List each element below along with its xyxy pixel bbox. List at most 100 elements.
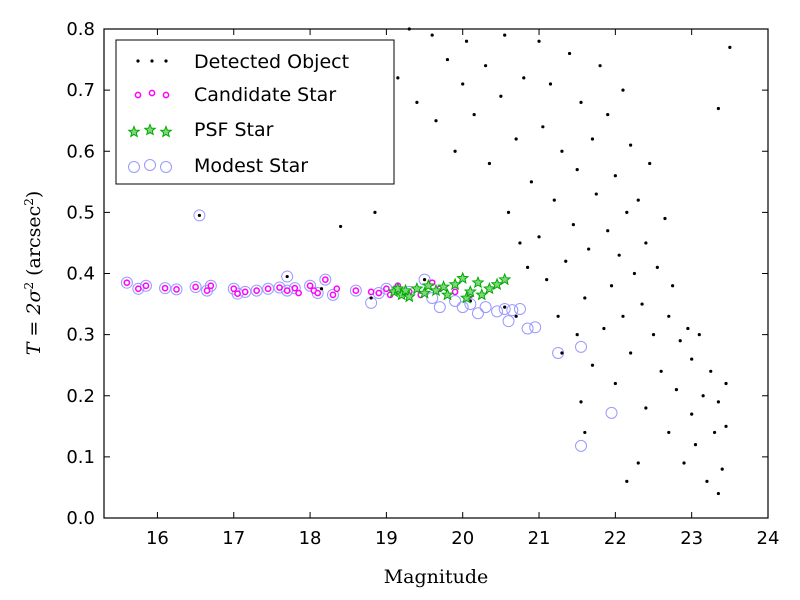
modest-point — [250, 284, 263, 297]
detected-point — [709, 369, 713, 373]
detected-point — [560, 351, 564, 355]
x-tick-label: 24 — [757, 528, 780, 549]
detected-point — [686, 326, 690, 331]
candidate-point — [295, 289, 302, 297]
psf-point — [429, 283, 443, 297]
detected-point — [373, 210, 377, 214]
detected-point — [602, 326, 606, 331]
detected-point — [537, 39, 541, 43]
candidate-point — [230, 285, 238, 293]
candidate-point — [276, 284, 283, 291]
x-tick-label: 20 — [451, 528, 474, 549]
detected-point — [697, 333, 701, 337]
detected-point — [716, 491, 720, 496]
detected-point — [655, 265, 659, 269]
detected-point — [453, 149, 457, 153]
candidate-point — [291, 284, 299, 292]
candidate-point — [451, 288, 459, 296]
plot-marks — [120, 27, 732, 496]
detected-point — [651, 333, 656, 337]
detected-point — [632, 271, 637, 276]
detected-point — [636, 461, 640, 465]
detected-point — [594, 192, 598, 196]
legend-label-detected: Detected Object — [194, 51, 349, 73]
candidate-point — [142, 282, 150, 290]
modest-point — [521, 322, 534, 335]
detected-point — [644, 406, 648, 410]
detected-point — [621, 314, 625, 318]
detected-point — [712, 430, 717, 435]
detected-point — [197, 213, 202, 218]
detected-point — [503, 33, 507, 37]
detected-point — [541, 125, 545, 129]
candidate-point — [306, 282, 314, 290]
detected-point — [693, 443, 698, 447]
detected-point — [575, 167, 579, 172]
modest-point — [281, 270, 294, 283]
detected-point — [716, 400, 720, 404]
candidate-point — [192, 283, 199, 291]
modest-point — [498, 302, 511, 315]
detected-point — [445, 57, 450, 62]
modest-point — [506, 304, 519, 317]
detected-point — [648, 161, 652, 166]
detected-point — [514, 137, 518, 141]
detected-point — [461, 82, 465, 86]
detected-point — [621, 88, 625, 92]
x-tick-label: 17 — [222, 528, 245, 549]
detected-point — [667, 430, 671, 435]
y-axis-label-unit: (arcsec — [23, 206, 45, 282]
modest-point — [456, 301, 469, 314]
detected-point — [583, 430, 587, 435]
candidate-point — [241, 288, 249, 296]
legend-label-modest: Modest Star — [194, 155, 308, 177]
detected-point — [690, 357, 694, 361]
modest-point — [426, 291, 439, 304]
detected-point — [525, 265, 530, 269]
candidate-point — [161, 284, 169, 292]
y-axis: 0.0 0.1 0.2 0.3 0.4 0.5 0.6 0.7 0.8 — [66, 19, 768, 529]
detected-point — [583, 296, 587, 300]
detected-point — [434, 119, 438, 123]
detected-point — [590, 137, 595, 141]
detected-point — [552, 198, 556, 202]
detected-point — [548, 82, 553, 86]
modest-point — [132, 282, 145, 295]
modest-point — [170, 283, 183, 296]
legend-symbol-detected — [136, 59, 168, 63]
modest-point — [464, 298, 477, 311]
detected-point — [571, 223, 575, 227]
legend-symbol-psf — [127, 123, 173, 138]
detected-point — [613, 381, 617, 386]
x-tick-label: 18 — [299, 528, 322, 549]
modest-point — [479, 301, 492, 314]
detected-point — [556, 314, 560, 318]
candidate-point — [203, 287, 211, 294]
candidate-point — [253, 287, 260, 294]
modest-point — [380, 282, 393, 295]
detected-point — [537, 235, 541, 239]
y-tick-label: 0.5 — [66, 202, 95, 223]
psf-point — [391, 281, 405, 295]
detected-point — [606, 229, 610, 233]
y-axis-label-close: ) — [23, 191, 45, 198]
detected-point — [338, 224, 343, 229]
candidate-point — [375, 289, 383, 297]
modest-point — [304, 279, 317, 292]
legend-label-candidate: Candidate Star — [194, 84, 336, 106]
detected-point — [720, 467, 724, 471]
detected-point — [728, 45, 732, 49]
modest-point — [529, 321, 542, 334]
detected-point — [724, 424, 728, 428]
candidate-point — [173, 286, 180, 293]
modest-point — [513, 302, 526, 315]
detected-point — [396, 76, 400, 80]
modest-point — [120, 276, 133, 289]
detected-point — [606, 112, 610, 117]
detected-point — [613, 174, 617, 178]
detected-point — [567, 51, 572, 56]
series-open-circle — [120, 209, 618, 452]
psf-point — [456, 271, 470, 284]
detected-point — [319, 287, 324, 291]
modest-point — [273, 281, 286, 294]
